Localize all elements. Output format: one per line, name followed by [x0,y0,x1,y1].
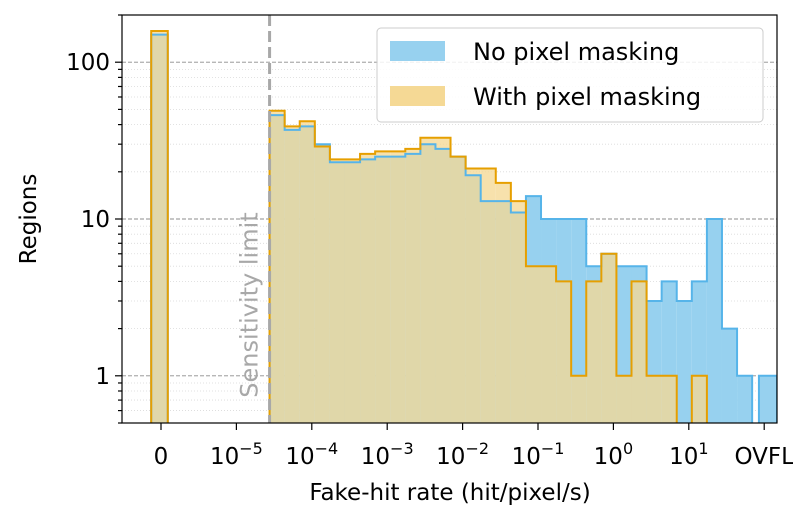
x-tick-exponent: −2 [465,439,489,458]
x-tick-base: 10 [512,444,541,470]
histogram-bar [586,281,602,423]
histogram-bar [661,375,677,423]
x-tick-label: 10−1 [512,439,565,470]
histogram-bar [691,375,707,423]
histogram-bar [450,156,466,423]
histogram-bar [435,137,451,423]
histogram-bar [465,168,481,423]
histogram-outlines [150,30,777,423]
histogram-bar [314,146,330,423]
histogram-bar [646,375,662,423]
histogram-bar [299,121,315,423]
histogram-bar [329,159,345,423]
y-tick-label: 10 [81,207,110,233]
histogram-bar [631,281,647,423]
histogram-bar [721,328,738,423]
legend-label-with-masking: With pixel masking [473,83,701,111]
histogram-bar [269,110,285,423]
legend-swatch-no-masking [390,41,445,61]
histogram-bar [571,219,587,423]
x-tick-label: 10−5 [210,439,263,470]
x-tick-exponent: −4 [315,439,339,458]
histogram-bar [390,151,406,423]
histogram-step-outline [268,114,754,423]
x-tick-label: 0 [154,444,169,470]
legend-box [376,27,764,123]
zero-rate-outline [150,30,169,423]
histogram-bar [344,159,361,423]
sensitivity-limit-label: Sensitivity limit [236,212,264,397]
histogram-bar [616,375,632,423]
x-tick-base: 10 [594,444,623,470]
x-tick-label: 10−3 [361,439,414,470]
histogram-bar [420,137,436,423]
histogram-bar [360,153,376,423]
histogram-bar [480,168,496,423]
x-tick-exponent: −1 [541,439,565,458]
x-tick-base: 10 [669,444,698,470]
x-tick-exponent: −5 [239,439,263,458]
histogram-bar [495,182,511,423]
overflow-bar [758,375,777,423]
x-tick-label: 100 [594,439,633,470]
histogram-bar [601,253,617,423]
x-tick-label: 10−2 [436,439,489,470]
histogram-bar [284,126,300,423]
zero-rate-bar [151,31,168,423]
histogram-bar [405,148,421,423]
x-tick-exponent: −3 [390,439,414,458]
overflow-outline [757,374,777,423]
y-tick-label: 1 [95,364,110,390]
y-tick-label: 100 [66,50,110,76]
histogram-step-outline [268,109,708,423]
x-tick-base: 10 [285,444,314,470]
legend-label-no-masking: No pixel masking [473,38,679,66]
x-tick-base: 10 [210,444,239,470]
x-axis-ticks: 0 10−5 10−4 10−3 10−2 10−1 100 101 OVFL [154,423,793,470]
x-tick-exponent: 0 [623,439,633,458]
x-tick-exponent: 1 [698,439,708,458]
x-tick-label: OVFL [734,444,793,470]
histogram-bar [706,219,722,423]
legend: No pixel masking With pixel masking [376,27,764,123]
y-axis-label: Regions [16,174,42,265]
histogram-bars [151,31,777,423]
y-axis-ticks: 1 10 100 [66,14,122,424]
histogram-bar [375,151,391,423]
x-tick-label: 101 [669,439,708,470]
histogram-bar [525,266,542,423]
x-tick-label: 10−4 [285,439,338,470]
x-tick-base: 10 [436,444,465,470]
histogram-bar [510,201,526,423]
x-tick-base: 10 [361,444,390,470]
histogram-bar [676,300,692,423]
legend-swatch-with-masking [390,86,445,106]
histogram-bar [571,375,587,423]
histogram-bar [737,375,753,423]
x-axis-label: Fake-hit rate (hit/pixel/s) [309,480,590,506]
histogram-bar [541,266,557,423]
histogram-bar [556,281,572,423]
